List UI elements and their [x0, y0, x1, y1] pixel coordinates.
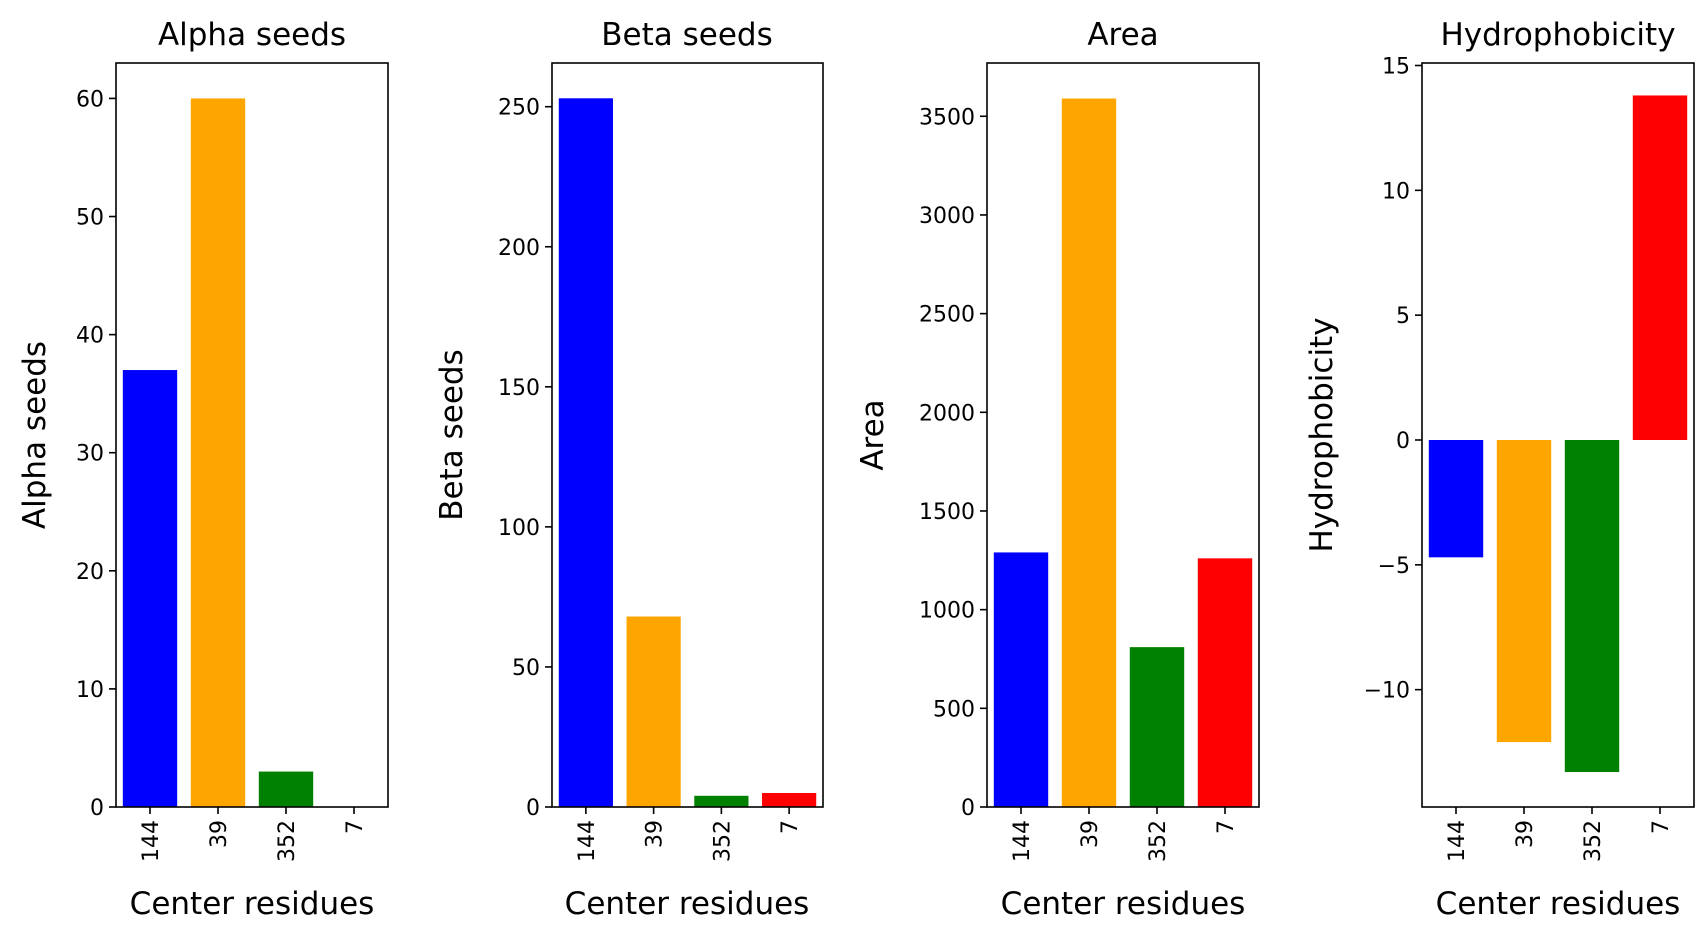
y-tick-label: 1000	[919, 599, 975, 624]
x-tick-label: 144	[139, 820, 164, 862]
bar-144	[1428, 439, 1484, 558]
bar-144	[558, 98, 613, 808]
axes-frame	[986, 62, 1260, 808]
y-axis-label: Alpha seeds	[17, 341, 53, 529]
panel-beta-seeds: Beta seeds Center residues Beta seeds 0 5…	[434, 17, 824, 922]
x-tick-label: 39	[643, 820, 668, 848]
x-tick-label: 39	[1513, 820, 1538, 848]
x-tick-label: 39	[207, 820, 232, 848]
bar-7	[762, 792, 817, 807]
y-ticks-group: −10 −5 0 5 10 15	[1364, 54, 1422, 704]
bar-352	[258, 771, 314, 807]
x-ticks-group: 144 39 352 7	[1445, 807, 1674, 862]
y-tick-label: 30	[76, 442, 104, 467]
bars-group	[993, 98, 1253, 808]
bar-7	[1632, 95, 1688, 440]
panel-title: Alpha seeds	[158, 17, 346, 53]
bar-39	[1061, 98, 1117, 808]
y-tick-label: 3500	[919, 105, 975, 130]
y-tick-label: 0	[1396, 429, 1410, 454]
bars-group	[1428, 95, 1688, 773]
bar-352	[1129, 647, 1185, 807]
y-tick-label: 2000	[919, 401, 975, 426]
x-tick-label: 144	[1010, 820, 1035, 862]
bar-144	[993, 552, 1049, 807]
y-tick-label: 5	[1396, 304, 1410, 329]
y-tick-label: 500	[933, 697, 975, 722]
x-axis-label: Center residues	[130, 886, 375, 922]
y-tick-label: 50	[76, 206, 104, 231]
bars-group	[122, 98, 314, 807]
y-tick-label: 250	[498, 96, 540, 121]
panel-title: Area	[1087, 17, 1158, 53]
y-tick-label: 15	[1382, 54, 1410, 79]
bar-39	[626, 616, 681, 807]
x-ticks-group: 144 39 352 7	[1010, 807, 1239, 862]
x-tick-label: 7	[778, 820, 803, 834]
y-tick-label: 200	[498, 236, 540, 261]
x-tick-label: 7	[1214, 820, 1239, 834]
y-tick-label: 100	[498, 516, 540, 541]
y-tick-label: 2500	[919, 303, 975, 328]
y-tick-label: 40	[76, 324, 104, 349]
panel-area: Area Center residues Area 0 500 1000 1500 20…	[855, 17, 1260, 922]
y-axis-label: Hydrophobicity	[1304, 317, 1340, 552]
y-tick-label: 60	[76, 87, 104, 112]
x-tick-label: 39	[1078, 820, 1103, 848]
y-tick-label: 20	[76, 560, 104, 585]
x-axis-label: Center residues	[1436, 886, 1681, 922]
y-ticks-group: 0 10 20 30 40 50 60	[76, 87, 116, 821]
x-tick-label: 352	[1581, 820, 1606, 862]
y-tick-label: 0	[526, 796, 540, 821]
y-tick-label: 10	[1382, 179, 1410, 204]
bar-144	[122, 370, 178, 807]
y-tick-label: 0	[961, 796, 975, 821]
bar-352	[694, 795, 749, 807]
x-axis-label: Center residues	[565, 886, 810, 922]
y-tick-label: 10	[76, 678, 104, 703]
y-axis-label: Beta seeds	[434, 349, 470, 520]
axes-frame	[1421, 62, 1695, 808]
y-ticks-group: 0 500 1000 1500 2000 2500 3000 3500	[919, 105, 987, 821]
y-axis-label: Area	[855, 399, 891, 470]
y-tick-label: 3000	[919, 204, 975, 229]
y-tick-label: 0	[90, 796, 104, 821]
y-tick-label: 1500	[919, 500, 975, 525]
x-tick-label: 144	[1445, 820, 1470, 862]
y-tick-label: −5	[1378, 554, 1410, 579]
x-tick-label: 352	[710, 820, 735, 862]
bar-7	[1197, 558, 1253, 807]
panel-hydrophobicity: Hydrophobicity Center residues Hydrophob…	[1304, 17, 1695, 922]
panel-title: Beta seeds	[601, 17, 772, 53]
x-tick-label: 7	[343, 820, 368, 834]
y-tick-label: 150	[498, 376, 540, 401]
x-tick-label: 144	[575, 820, 600, 862]
bar-39	[190, 98, 246, 807]
axes-frame	[551, 62, 824, 808]
x-axis-label: Center residues	[1001, 886, 1246, 922]
panel-title: Hydrophobicity	[1440, 17, 1675, 53]
x-tick-label: 7	[1649, 820, 1674, 834]
x-ticks-group: 144 39 352 7	[575, 807, 803, 862]
x-ticks-group: 144 39 352 7	[139, 807, 368, 862]
y-ticks-group: 0 50 100 150 200 250	[498, 96, 552, 821]
axes-frame	[115, 62, 389, 808]
y-tick-label: −10	[1364, 679, 1410, 704]
bar-39	[1496, 439, 1552, 743]
panel-alpha-seeds: Alpha seeds Center residues Alpha seeds …	[17, 17, 389, 922]
x-tick-label: 352	[275, 820, 300, 862]
bars-group	[558, 98, 817, 808]
bar-352	[1564, 439, 1620, 773]
y-tick-label: 50	[512, 656, 540, 681]
x-tick-label: 352	[1146, 820, 1171, 862]
